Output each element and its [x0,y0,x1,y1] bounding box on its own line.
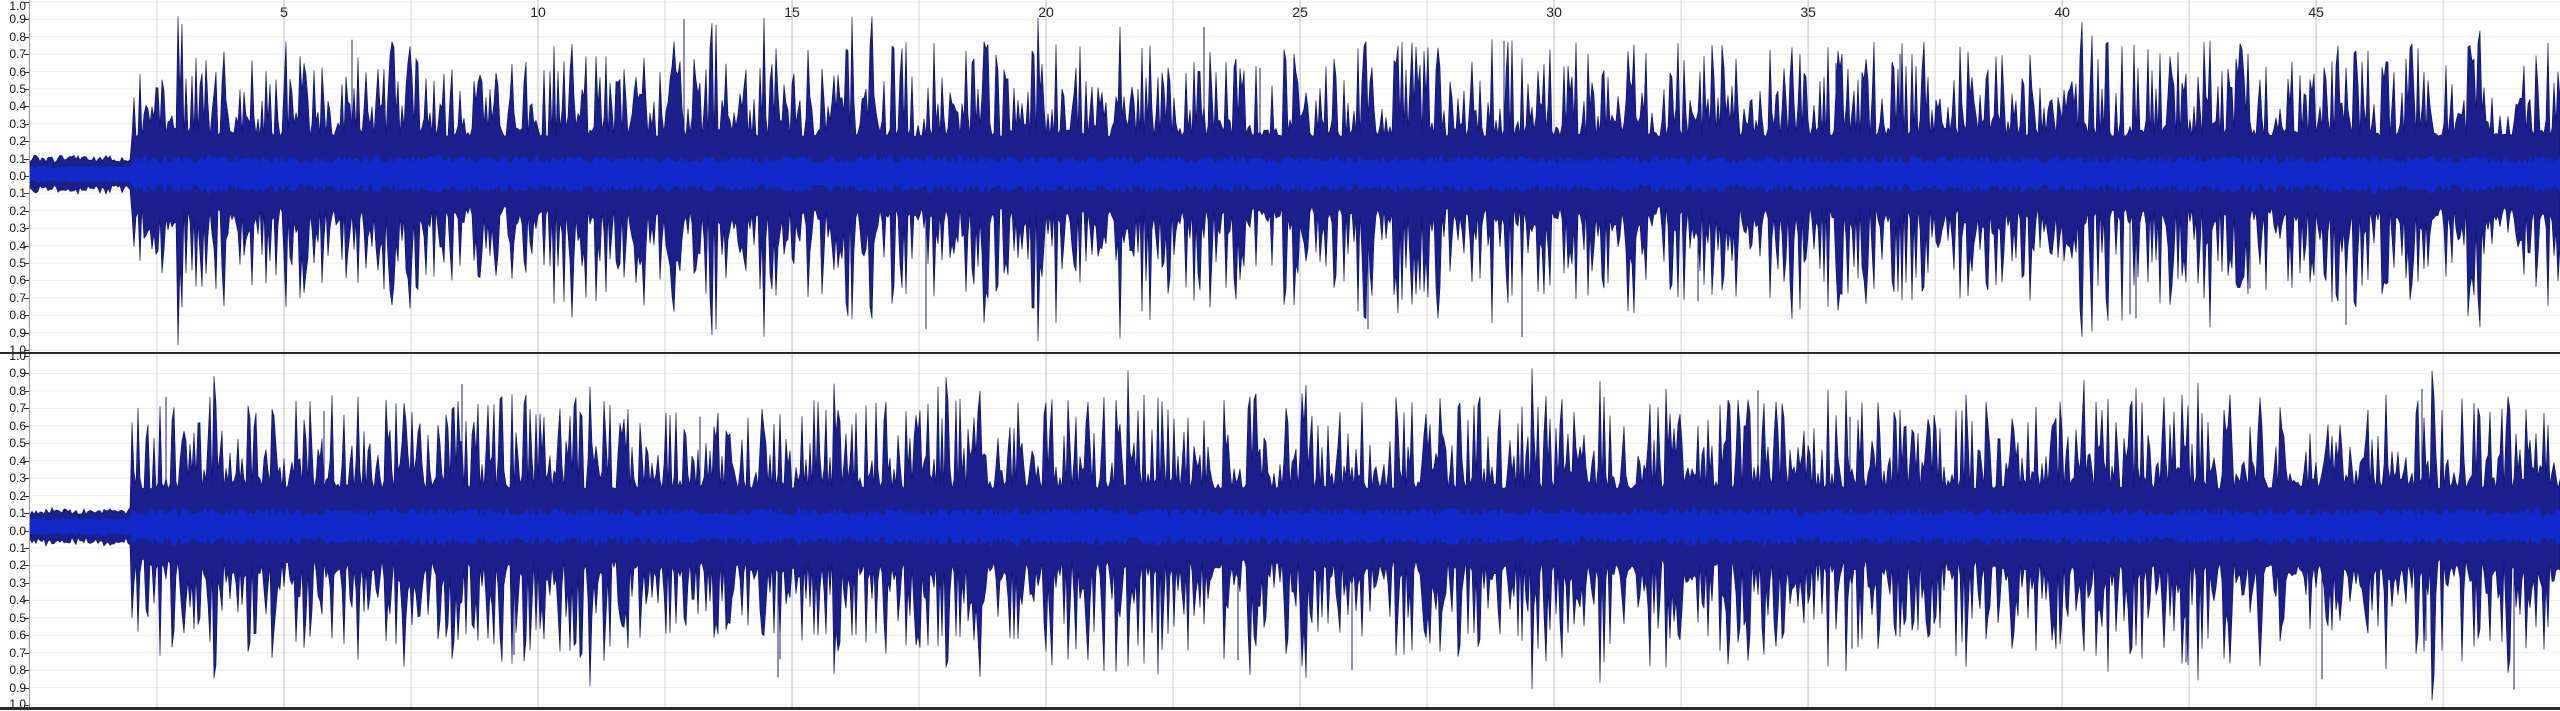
amplitude-tick [24,228,29,230]
amplitude-tick [24,2,29,3]
amplitude-label: 0.1 [9,506,26,521]
amplitude-tick [24,582,29,584]
amplitude-tick [24,106,29,108]
amplitude-label: 0.5 [9,82,26,96]
amplitude-tick [24,280,29,282]
amplitude-tick [24,19,29,21]
amplitude-tick [24,373,29,375]
amplitude-tick [24,460,29,462]
amplitude-label: 0.9 [9,366,26,381]
amplitude-label: 0.8 [9,383,26,398]
amplitude-tick [24,513,29,515]
amplitude-tick [24,478,29,480]
amplitude-label: 0.8 [9,29,26,44]
waveform-area[interactable] [30,0,2560,710]
amplitude-label: 0.7 [9,401,26,416]
amplitude-tick [24,547,29,549]
bottom-border [0,707,2560,710]
amplitude-label: 0.3 [9,221,26,236]
amplitude-label: 0.6 [9,628,26,643]
amplitude-tick [24,123,29,125]
amplitude-label: 0.4 [9,99,26,114]
amplitude-label: 0.6 [9,273,26,288]
amplitude-label: 0.8 [9,308,26,323]
amplitude-label: 0.6 [9,64,26,79]
amplitude-tick [24,176,29,177]
channel-divider [0,352,2560,354]
amplitude-tick [24,443,29,445]
amplitude-tick [24,89,29,90]
amplitude-tick [24,530,29,532]
amplitude-label: 0.5 [9,436,26,451]
waveform-svg [30,0,2560,352]
channel-left[interactable] [30,0,2560,352]
amplitude-label: 0.3 [9,116,26,131]
amplitude-tick [24,617,29,619]
amplitude-tick [24,297,29,299]
channel-right[interactable] [30,354,2560,707]
amplitude-tick [24,158,29,160]
amplitude-label: 0.2 [9,558,26,573]
amplitude-tick [24,245,29,247]
amplitude-tick [24,263,29,264]
amplitude-tick [24,141,29,143]
amplitude-label: 0.3 [9,471,26,486]
amplitude-label: 0.2 [9,488,26,503]
amplitude-tick [24,71,29,73]
amplitude-label: 1.0 [9,0,26,13]
amplitude-tick [24,193,29,195]
amplitude-label: 0.7 [9,290,26,305]
amplitude-label: 0.4 [9,593,26,608]
amplitude-tick [24,687,29,689]
amplitude-tick [24,565,29,567]
amplitude-tick [24,54,29,56]
amplitude-label: 0.1 [9,151,26,166]
amplitude-label: 0.7 [9,47,26,62]
amplitude-tick [24,350,29,351]
amplitude-label: 0.2 [9,134,26,149]
amplitude-tick [24,36,29,38]
amplitude-label: 0.5 [9,610,26,625]
amplitude-label: 0.9 [9,325,26,340]
waveform-rms-envelope [30,507,2560,548]
amplitude-label: 0.9 [9,680,26,695]
amplitude-label: 0.0 [9,523,26,538]
amplitude-tick [24,495,29,497]
amplitude-label: 0.7 [9,645,26,660]
amplitude-label: 0.5 [9,256,26,270]
waveform-svg [30,354,2560,707]
amplitude-axis: 1.0 1.0 0.9 0.9 0.8 0.8 0.7 0.7 0.6 0.6 0.5 0.5 0.4 0… [0,0,30,710]
amplitude-tick [24,210,29,212]
amplitude-label: 0.9 [9,12,26,27]
amplitude-label: 0.6 [9,418,26,433]
amplitude-label: 0.1 [9,540,26,555]
amplitude-label: 0.3 [9,575,26,590]
amplitude-tick [24,332,29,334]
amplitude-label: 0.2 [9,203,26,218]
amplitude-tick [24,600,29,602]
amplitude-tick [24,652,29,654]
amplitude-tick [24,315,29,317]
amplitude-label: 0.1 [9,186,26,201]
amplitude-label: 0.4 [9,238,26,253]
amplitude-tick [24,390,29,392]
amplitude-tick [24,408,29,410]
amplitude-label: 0.0 [9,169,26,183]
amplitude-tick [24,635,29,637]
amplitude-tick [24,356,29,357]
amplitude-tick [24,670,29,672]
amplitude-tick [24,425,29,427]
amplitude-tick [24,705,29,706]
amplitude-label: 0.8 [9,663,26,678]
waveform-rms-envelope [30,155,2560,195]
amplitude-label: 0.4 [9,453,26,468]
